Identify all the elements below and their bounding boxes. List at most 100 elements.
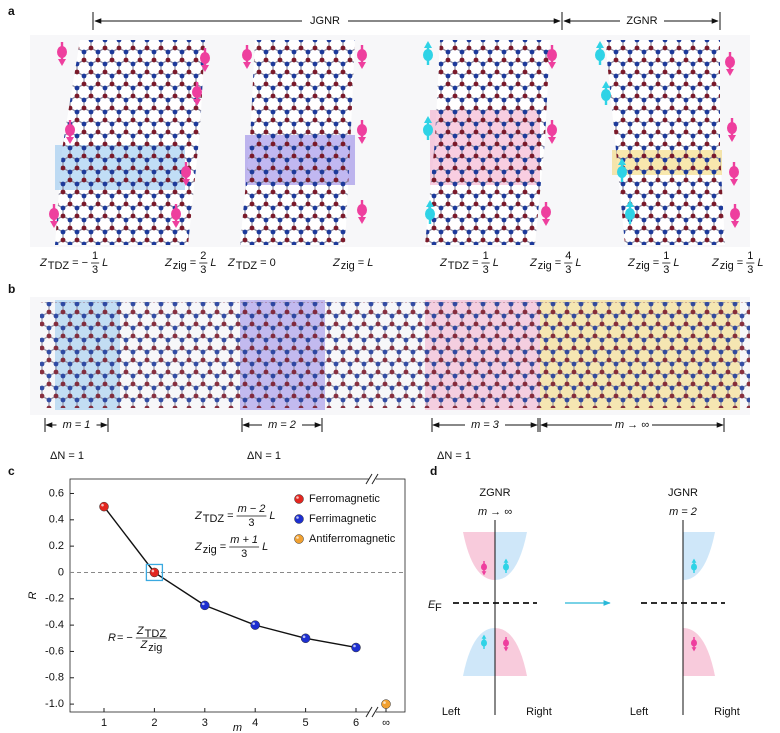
nanoribbon — [40, 302, 750, 408]
spin-arrow-head — [728, 135, 736, 142]
equation-part: 3 — [248, 517, 254, 529]
spin-arrow-head — [58, 59, 66, 66]
range-label: JGNR — [310, 15, 340, 27]
highlight — [353, 644, 356, 648]
x-axis-label: m — [233, 722, 242, 733]
y-tick-label: -0.4 — [45, 619, 64, 631]
y-axis-label: R — [27, 591, 39, 599]
spin-arrow-head — [358, 137, 366, 144]
equation-part: 3 — [483, 264, 489, 276]
highlight — [252, 622, 255, 625]
legend-label: Ferrimagnetic — [309, 513, 377, 525]
diagram-title: JGNR — [668, 487, 698, 499]
spin-arrow-head — [596, 41, 604, 48]
spin-arrow-head — [503, 647, 509, 652]
spin-arrow-head — [602, 81, 610, 88]
equation-part: 2 — [200, 250, 206, 262]
fermi-label: E — [428, 599, 436, 611]
equation-part: 1 — [92, 250, 98, 262]
spin-arrow-head — [691, 558, 697, 563]
equation-part: L — [673, 257, 679, 269]
equation-part: Z — [711, 257, 720, 269]
spin-arrow-head — [424, 41, 432, 48]
y-tick-label: -0.8 — [45, 672, 64, 684]
equation-part: Z — [140, 639, 149, 651]
equation-part: 3 — [747, 264, 753, 276]
legend-label: Ferromagnetic — [309, 493, 380, 505]
fermi-label-sub: F — [435, 602, 442, 614]
y-tick-label: 0.2 — [49, 540, 64, 552]
spin-arrow-head — [50, 221, 58, 228]
axis-break — [365, 473, 373, 485]
highlight — [296, 536, 299, 539]
highlight — [202, 602, 205, 606]
axis-break-gap — [369, 475, 376, 483]
equation-part: L — [757, 257, 763, 269]
equation-part: = − — [117, 632, 133, 644]
nanoribbon — [240, 40, 355, 245]
connector — [255, 624, 306, 639]
band-cone — [463, 532, 495, 580]
equation-part: zig — [636, 260, 650, 272]
spin-arrow-head — [731, 221, 739, 228]
equation-part: Z — [136, 625, 145, 637]
highlight — [296, 496, 299, 499]
nanoribbon — [605, 40, 725, 245]
diagram-subtitle: m = 2 — [669, 506, 697, 518]
side-label: Left — [442, 706, 460, 718]
label-bg — [612, 418, 652, 432]
data-point — [381, 699, 391, 709]
spin-arrow-head — [182, 179, 190, 186]
band-cone — [463, 628, 495, 676]
data-point — [99, 501, 109, 512]
equation-part: R — [108, 632, 116, 644]
panel-label: a — [8, 4, 15, 18]
spin-arrow-head — [548, 137, 556, 144]
equation-part: m + 1 — [230, 534, 258, 546]
equation-part: = — [555, 257, 561, 269]
panel-label: b — [8, 282, 15, 296]
diagram-title: ZGNR — [479, 487, 510, 499]
label-bg — [302, 14, 348, 28]
nanoribbon — [425, 40, 550, 245]
label-bg — [465, 418, 505, 432]
equation-part: TDZ — [48, 260, 70, 272]
band-cone — [495, 532, 527, 580]
spin-arrow-head — [424, 116, 432, 123]
x-tick-label: 1 — [101, 717, 107, 729]
equation-part: 3 — [92, 264, 98, 276]
delta-n: ΔN = 1 — [247, 450, 281, 462]
x-tick-label: ∞ — [382, 717, 390, 729]
equation-part: Z — [332, 257, 341, 269]
equation-part: L — [269, 510, 275, 522]
equation-part: L — [210, 257, 216, 269]
equation-part: Z — [39, 257, 48, 269]
equation-part: zig — [538, 260, 552, 272]
equation-part: zig — [341, 260, 355, 272]
segment-label: m = 2 — [268, 419, 296, 431]
x-tick-label: 6 — [353, 717, 359, 729]
equation-part: zig — [173, 260, 187, 272]
highlight — [296, 516, 299, 519]
label-bg — [262, 418, 302, 432]
equation-part: = — [472, 257, 478, 269]
x-tick-label: 4 — [252, 717, 258, 729]
data-point — [294, 514, 304, 524]
segment-label: m = 1 — [63, 419, 91, 431]
spin-arrow-head — [726, 69, 734, 76]
highlight — [151, 569, 155, 573]
equation-part: L — [102, 257, 108, 269]
highlight — [383, 701, 386, 704]
highlight — [101, 503, 104, 507]
y-tick-label: 0 — [58, 566, 64, 578]
equation-part: TDZ — [203, 513, 225, 525]
spin-arrow-head — [426, 200, 434, 207]
diagram-subtitle: m → ∞ — [478, 506, 512, 518]
equation-part: Z — [164, 257, 173, 269]
spin-arrow-head — [481, 571, 487, 576]
spin-arrow-head — [730, 179, 738, 186]
spin-arrow-head — [481, 634, 487, 639]
equation-part: zig — [203, 544, 217, 556]
legend-label: Antiferromagnetic — [309, 533, 396, 545]
